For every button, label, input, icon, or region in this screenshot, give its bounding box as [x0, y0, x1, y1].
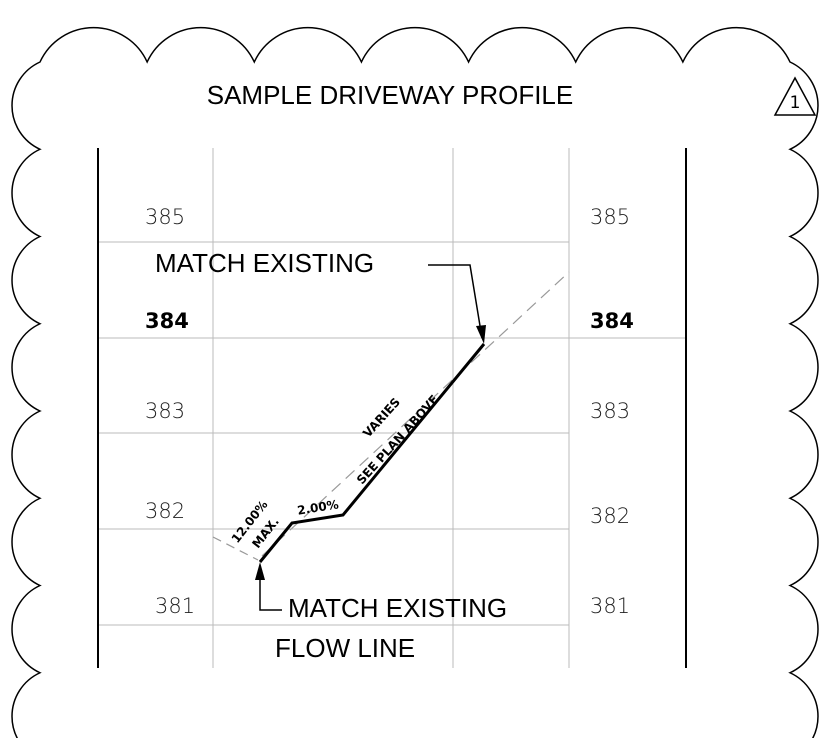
- elevation-label: 383: [145, 399, 185, 423]
- elevation-label: 382: [590, 504, 630, 528]
- elevation-label: 385: [145, 205, 185, 229]
- title: SAMPLE DRIVEWAY PROFILE: [207, 80, 574, 110]
- elevation-label: 384: [145, 309, 189, 333]
- driveway-profile: [258, 343, 486, 563]
- annotation: MATCH EXISTING: [288, 593, 507, 623]
- leader: [428, 264, 483, 339]
- elevation-label: 382: [145, 499, 185, 523]
- revision-cloud: [11, 26, 819, 738]
- slope-label: 2.00%: [296, 497, 339, 517]
- elevation-label: 383: [590, 399, 630, 423]
- elevation-label: 385: [590, 205, 630, 229]
- annotation: MATCH EXISTING: [155, 248, 374, 278]
- leader: [259, 568, 282, 611]
- existing-ground: [212, 536, 259, 561]
- grid: [98, 148, 686, 668]
- annotation: FLOW LINE: [275, 633, 415, 663]
- revision-triangle: [773, 76, 817, 116]
- elevation-label: 381: [155, 594, 195, 618]
- existing-ground: [261, 271, 570, 557]
- revision-number: 1: [790, 93, 801, 113]
- elevation-label: 384: [590, 309, 634, 333]
- arrowhead: [476, 325, 486, 344]
- elevation-label: 381: [590, 594, 630, 618]
- arrowhead: [255, 562, 265, 580]
